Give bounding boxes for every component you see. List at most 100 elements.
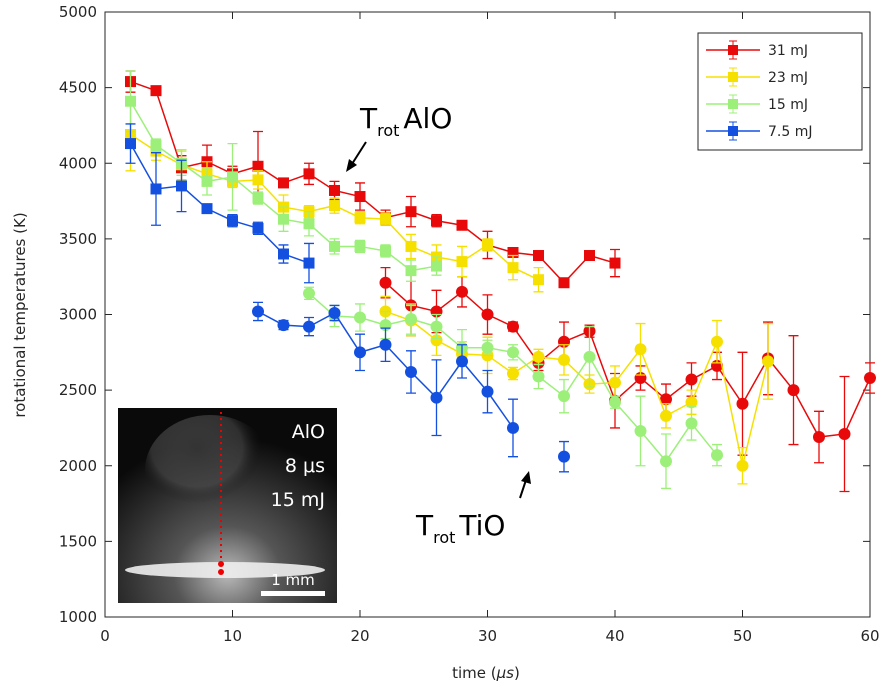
marker xyxy=(252,305,264,318)
marker xyxy=(507,346,519,359)
legend-marker xyxy=(728,126,738,136)
marker xyxy=(150,139,162,151)
marker xyxy=(354,240,366,252)
annotation-arrowhead xyxy=(521,471,531,484)
y-tick-label: 4000 xyxy=(59,154,97,172)
x-tick-label: 60 xyxy=(860,627,879,645)
inset-text: 15 mJ xyxy=(271,489,325,511)
marker xyxy=(736,459,749,472)
marker xyxy=(813,431,825,444)
marker xyxy=(685,417,698,430)
marker xyxy=(303,257,315,269)
y-tick-label: 3500 xyxy=(59,230,97,248)
x-tick-label: 50 xyxy=(733,627,752,645)
marker xyxy=(277,319,290,332)
x-tick-label: 30 xyxy=(478,627,497,645)
marker xyxy=(864,372,876,385)
marker xyxy=(380,245,391,257)
marker xyxy=(329,240,340,252)
inset-dot xyxy=(218,569,224,575)
series-line xyxy=(385,310,769,466)
marker xyxy=(482,239,493,251)
annotation-arrow xyxy=(351,141,367,165)
marker xyxy=(201,203,213,215)
marker xyxy=(354,311,366,324)
marker xyxy=(481,385,494,398)
inset-glow xyxy=(125,562,325,578)
marker xyxy=(354,212,366,224)
marker xyxy=(379,338,392,351)
marker xyxy=(329,200,340,212)
marker xyxy=(481,341,494,354)
x-tick-label: 0 xyxy=(100,627,110,645)
marker xyxy=(558,450,570,463)
marker xyxy=(278,177,289,189)
marker xyxy=(176,180,187,192)
marker xyxy=(558,390,570,403)
inset-scale-label: 1 mm xyxy=(271,571,315,589)
marker xyxy=(456,285,468,298)
marker xyxy=(532,350,545,363)
marker xyxy=(354,191,366,203)
marker xyxy=(405,240,417,252)
inset-plume xyxy=(145,415,275,525)
marker xyxy=(430,391,443,404)
marker xyxy=(660,393,672,406)
y-tick-label: 1500 xyxy=(59,532,97,550)
marker xyxy=(405,265,417,277)
marker xyxy=(278,248,289,260)
y-tick-label: 2000 xyxy=(59,457,97,475)
marker xyxy=(532,370,545,383)
marker xyxy=(507,320,519,333)
marker xyxy=(456,256,468,268)
marker xyxy=(584,250,595,262)
annotation-arrowhead xyxy=(346,159,357,172)
marker xyxy=(431,260,442,272)
marker xyxy=(558,353,570,366)
marker xyxy=(431,215,442,227)
marker xyxy=(711,449,723,462)
marker xyxy=(609,396,621,409)
marker xyxy=(252,160,264,172)
marker xyxy=(303,168,315,180)
marker xyxy=(252,192,264,204)
marker xyxy=(354,346,366,359)
marker xyxy=(481,308,494,321)
marker xyxy=(125,138,136,150)
marker xyxy=(227,215,238,227)
y-axis-label: rotational temperatures (K) xyxy=(11,212,29,417)
annotation: Trot TiO xyxy=(415,509,505,547)
marker xyxy=(609,257,621,269)
marker xyxy=(685,373,698,386)
inset-scale-bar xyxy=(261,591,325,596)
marker xyxy=(329,184,340,196)
marker xyxy=(787,384,800,397)
y-tick-label: 3000 xyxy=(59,306,97,324)
marker xyxy=(328,306,341,319)
legend-marker xyxy=(728,45,738,55)
marker xyxy=(762,355,774,368)
marker xyxy=(533,274,544,286)
marker xyxy=(227,171,238,183)
annotation-arrow xyxy=(519,479,527,499)
marker xyxy=(430,334,443,347)
inset-text: AlO xyxy=(292,421,325,443)
marker xyxy=(405,313,417,326)
marker xyxy=(583,350,596,363)
marker xyxy=(609,376,621,389)
marker xyxy=(278,213,289,225)
marker xyxy=(125,95,136,107)
marker xyxy=(507,421,519,434)
marker xyxy=(252,174,264,186)
marker xyxy=(456,219,468,231)
legend: 31 mJ 23 mJ 15 mJ 7.5 mJ xyxy=(697,32,863,151)
legend-label: 23 mJ xyxy=(768,70,808,86)
legend-label: 7.5 mJ xyxy=(768,124,812,140)
annotation: Trot AlO xyxy=(359,102,452,140)
y-tick-label: 2500 xyxy=(59,381,97,399)
marker xyxy=(456,355,468,368)
marker xyxy=(660,455,672,468)
marker xyxy=(303,287,315,300)
x-axis-label: time (μs) xyxy=(452,664,520,682)
marker xyxy=(838,427,851,440)
